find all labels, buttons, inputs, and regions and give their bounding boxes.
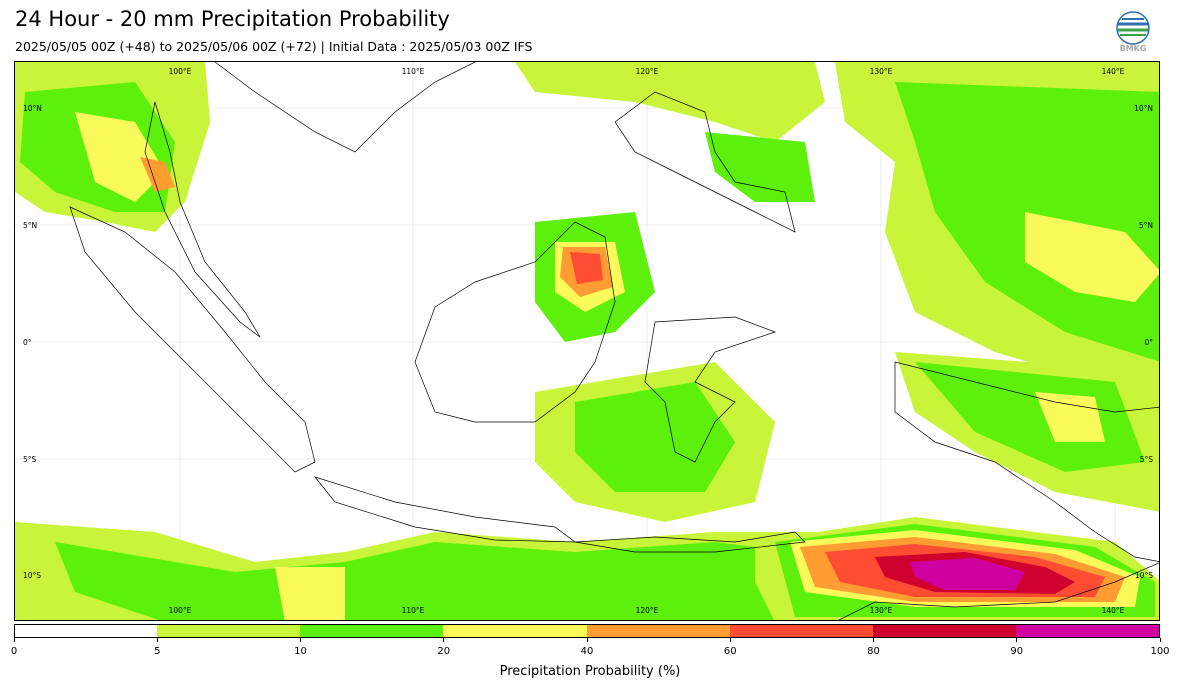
lat-label-left-10s: 10°S (23, 571, 41, 580)
lat-label-right-5s: 5°S (1140, 455, 1154, 464)
map-subtitle: 2025/05/05 00Z (+48) to 2025/05/06 00Z (… (15, 39, 533, 54)
colorbar-tickmark (156, 638, 158, 642)
colorbar-tickmark (586, 638, 588, 642)
lat-label-left-5s: 5°S (23, 455, 37, 464)
coastlines (69, 62, 1159, 620)
lon-label-top-120: 120°E (636, 67, 659, 76)
lon-label-bottom-130: 130°E (870, 606, 893, 615)
colorbar-tickmark (1159, 638, 1161, 642)
colorbar-tick-label: 20 (437, 646, 451, 657)
lon-label-bottom-120: 120°E (636, 606, 659, 615)
colorbar-tickmark (873, 638, 874, 642)
logo-text: BMKG (1119, 44, 1147, 53)
colorbar-tick-label: 0 (10, 646, 18, 657)
colorbar-segment (872, 625, 1016, 637)
colorbar-tick-label: 100 (1150, 646, 1170, 657)
lat-label-right-10s: 10°S (1135, 571, 1153, 580)
colorbar-segment (729, 625, 873, 637)
lat-label-right-10n: 10°N (1134, 104, 1153, 113)
colorbar-tick-label: 5 (154, 646, 161, 657)
longitude-labels-bottom: 100°E 110°E 120°E 130°E 140°E (169, 606, 1125, 615)
lon-label-top-110: 110°E (402, 67, 425, 76)
colorbar-tickmark (1016, 638, 1018, 642)
colorbar-segment (157, 625, 301, 637)
colorbar-segment (443, 625, 587, 637)
latitude-labels-left: 10°N 5°N 0° 5°S 10°S (23, 104, 42, 580)
lon-label-bottom-140: 140°E (1102, 606, 1125, 615)
longitude-labels-top: 100°E 110°E 120°E 130°E 140°E (169, 67, 1125, 76)
lat-label-left-0: 0° (23, 338, 32, 347)
colorbar-tick-label: 60 (723, 646, 737, 657)
colorbar-segment (300, 625, 444, 637)
map-title: 24 Hour - 20 mm Precipitation Probabilit… (15, 7, 450, 31)
lon-label-bottom-100: 100°E (169, 606, 192, 615)
colorbar-tick-label: 40 (580, 646, 594, 657)
colorbar-tickmark (13, 638, 15, 642)
lat-label-left-10n: 10°N (23, 104, 42, 113)
colorbar-tick-label: 90 (1010, 646, 1024, 657)
lon-label-bottom-110: 110°E (402, 606, 425, 615)
lat-label-right-5n: 5°N (1139, 221, 1153, 230)
colorbar-tick-label: 10 (294, 646, 307, 657)
precip-layer (15, 62, 1159, 620)
colorbar-segment (15, 625, 158, 637)
colorbar-tick-label: 80 (867, 646, 880, 657)
lat-label-left-5n: 5°N (23, 221, 37, 230)
colorbar (14, 624, 1160, 638)
latitude-labels-right: 10°N 5°N 0° 5°S 10°S (1134, 104, 1153, 580)
colorbar-segment (1015, 625, 1159, 637)
colorbar-tickmark (300, 638, 301, 642)
colorbar-segment (586, 625, 730, 637)
precipitation-map[interactable]: 100°E 110°E 120°E 130°E 140°E 100°E 110°… (14, 61, 1160, 621)
bmkg-logo: BMKG (1114, 10, 1152, 56)
lat-label-right-0: 0° (1144, 338, 1153, 347)
colorbar-tickmark (729, 638, 731, 642)
colorbar-tickmark (443, 638, 445, 642)
lon-label-top-130: 130°E (870, 67, 893, 76)
lon-label-top-140: 140°E (1102, 67, 1125, 76)
colorbar-label: Precipitation Probability (%) (499, 664, 681, 679)
lon-label-top-100: 100°E (169, 67, 192, 76)
